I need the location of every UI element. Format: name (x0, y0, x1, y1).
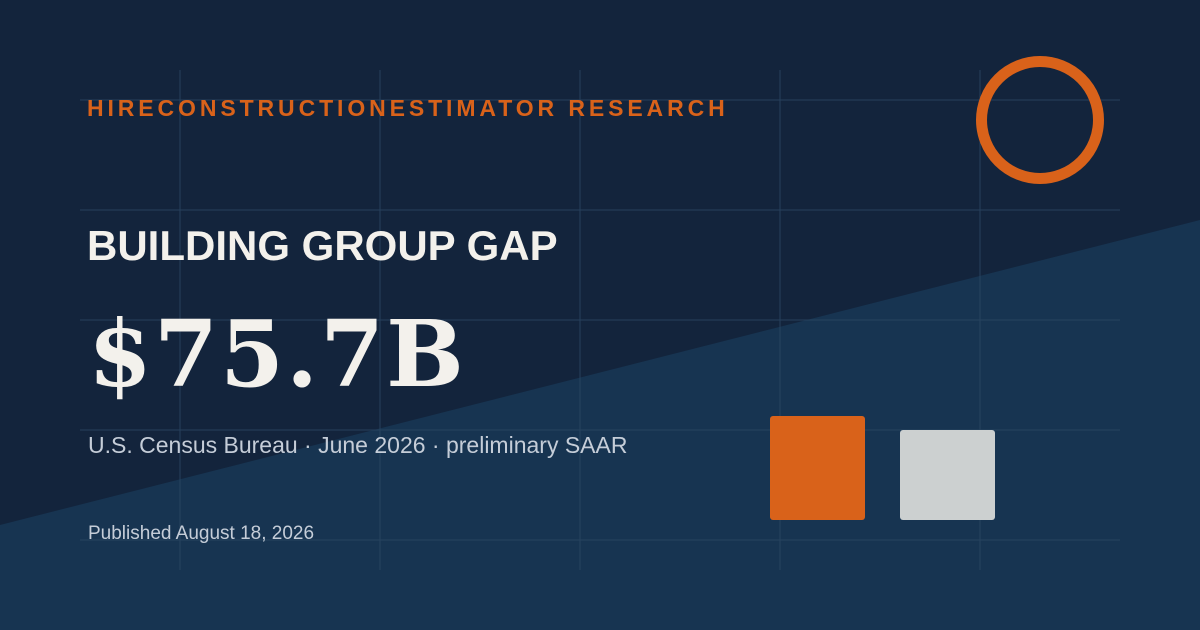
ring-icon (976, 56, 1104, 184)
diagonal-band (0, 220, 1200, 630)
source-line: U.S. Census Bureau · June 2026 · prelimi… (88, 432, 628, 458)
brand-label: HIRECONSTRUCTIONESTIMATOR RESEARCH (87, 95, 729, 121)
metric-value: $75.7B (88, 300, 466, 408)
gray-square-icon (900, 430, 995, 520)
orange-square-icon (770, 416, 865, 520)
published-date: Published August 18, 2026 (88, 523, 315, 544)
headline: BUILDING GROUP GAP (87, 222, 558, 269)
